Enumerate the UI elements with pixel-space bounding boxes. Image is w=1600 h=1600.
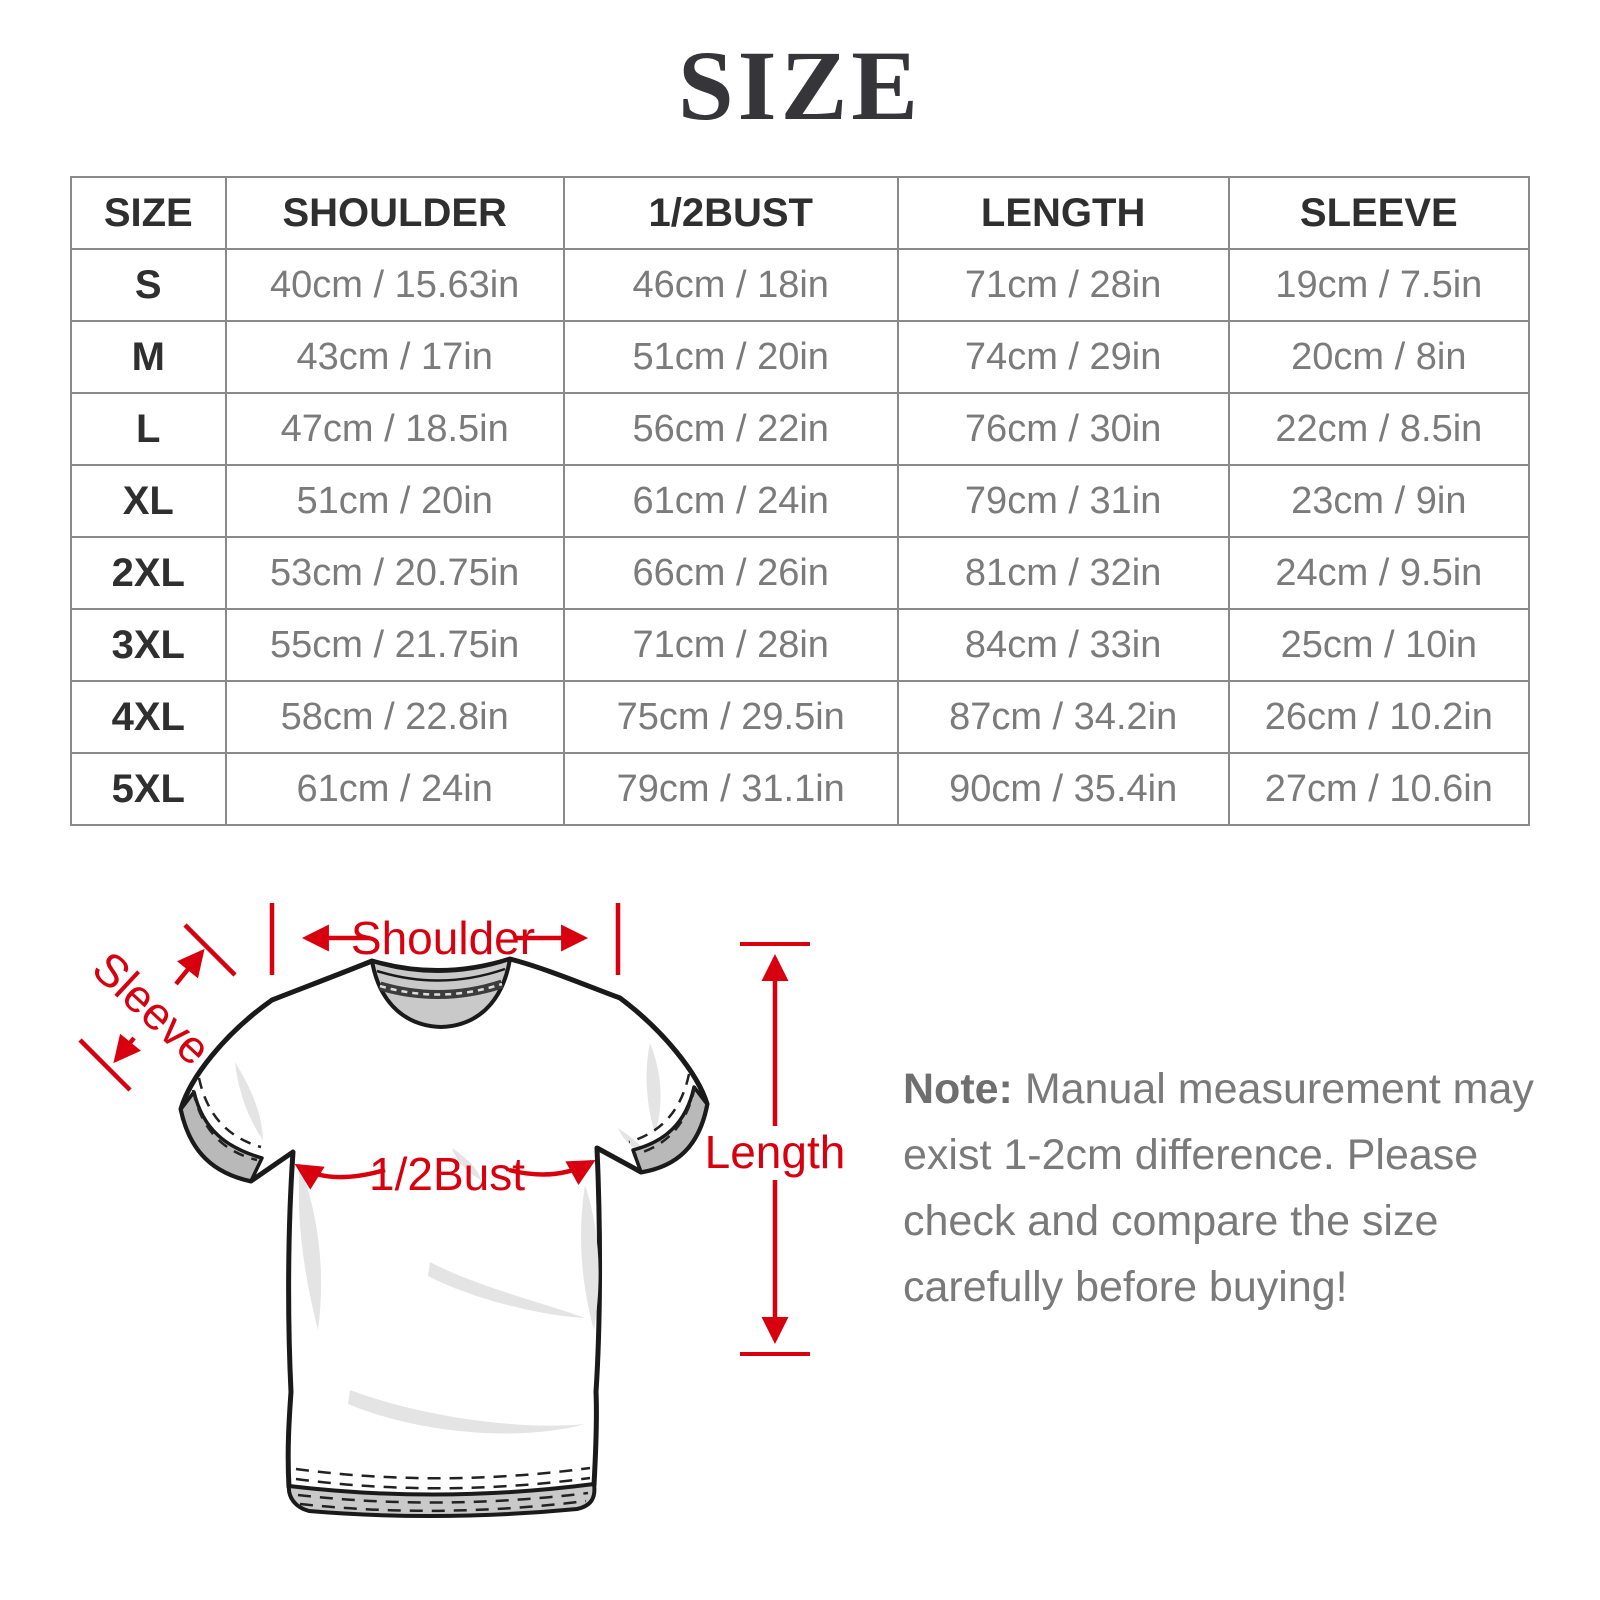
table-row: 2XL 53cm / 20.75in 66cm / 26in 81cm / 32… [70,536,1531,610]
length-value: 90cm / 35.4in [896,752,1230,826]
note-line: check and compare the size [903,1197,1439,1245]
table-row: 5XL 61cm / 24in 79cm / 31.1in 90cm / 35.… [70,752,1531,826]
note-line: carefully before buying! [903,1263,1348,1311]
bust-value: 66cm / 26in [562,536,899,610]
length-value: 81cm / 32in [896,536,1230,610]
shoulder-value: 47cm / 18.5in [224,392,565,466]
col-header-shoulder: SHOULDER [224,176,565,250]
shoulder-annotation [269,903,621,975]
col-header-size: SIZE [70,176,227,250]
size-label: S [70,248,227,322]
shoulder-value: 58cm / 22.8in [224,680,565,754]
sleeve-label: Sleeve [83,941,221,1075]
tshirt-measurement-diagram: Shoulder Sleeve 1/2Bust Length [78,903,846,1519]
bust-value: 79cm / 31.1in [562,752,899,826]
table-row: 4XL 58cm / 22.8in 75cm / 29.5in 87cm / 3… [70,680,1531,754]
bust-value: 46cm / 18in [562,248,899,322]
shoulder-value: 51cm / 20in [224,464,565,538]
size-label: 5XL [70,752,227,826]
table-header-row: SIZE SHOULDER 1/2BUST LENGTH SLEEVE [70,176,1531,250]
note-line: Note: Manual measurement may [903,1056,1534,1122]
bust-annotation [294,1160,596,1190]
sleeve-value: 19cm / 7.5in [1227,248,1531,322]
sleeve-value: 25cm / 10in [1227,608,1531,682]
right-cuff [628,1073,709,1174]
measurement-note: Note: Manual measurement may exist 1-2cm… [903,1056,1534,1320]
shoulder-value: 53cm / 20.75in [224,536,565,610]
sleeve-value: 26cm / 10.2in [1227,680,1531,754]
length-label: Length [705,1126,846,1178]
length-value: 74cm / 29in [896,320,1230,394]
bottom-hem [286,1466,597,1519]
left-cuff [179,1077,264,1183]
table-row: L 47cm / 18.5in 56cm / 22in 76cm / 30in … [70,392,1531,466]
shoulder-value: 55cm / 21.75in [224,608,565,682]
shoulder-value: 43cm / 17in [224,320,565,394]
bust-value: 71cm / 28in [562,608,899,682]
table-row: 3XL 55cm / 21.75in 71cm / 28in 84cm / 33… [70,608,1531,682]
length-annotation [740,942,810,1356]
col-header-bust: 1/2BUST [562,176,899,250]
shoulder-label: Shoulder [351,912,535,964]
size-label: L [70,392,227,466]
col-header-length: LENGTH [896,176,1230,250]
size-label: 4XL [70,680,227,754]
size-label: M [70,320,227,394]
size-label: 2XL [70,536,227,610]
sleeve-value: 27cm / 10.6in [1227,752,1531,826]
col-header-sleeve: SLEEVE [1227,176,1531,250]
wrinkle-shading [235,1043,661,1434]
sleeve-annotation [78,923,237,1092]
note-text: Manual measurement may [1024,1065,1534,1113]
table-row: XL 51cm / 20in 61cm / 24in 79cm / 31in 2… [70,464,1531,538]
bust-label: 1/2Bust [369,1148,525,1200]
table-row: S 40cm / 15.63in 46cm / 18in 71cm / 28in… [70,248,1531,322]
size-label: 3XL [70,608,227,682]
sleeve-value: 22cm / 8.5in [1227,392,1531,466]
length-value: 87cm / 34.2in [896,680,1230,754]
size-table: SIZE SHOULDER 1/2BUST LENGTH SLEEVE S 40… [70,176,1531,826]
page-title: SIZE [678,30,922,141]
shoulder-value: 61cm / 24in [224,752,565,826]
collar [370,957,512,1029]
bust-value: 56cm / 22in [562,392,899,466]
length-value: 76cm / 30in [896,392,1230,466]
sleeve-value: 24cm / 9.5in [1227,536,1531,610]
table-row: M 43cm / 17in 51cm / 20in 74cm / 29in 20… [70,320,1531,394]
note-label: Note: [903,1065,1013,1113]
bust-value: 51cm / 20in [562,320,899,394]
bust-value: 61cm / 24in [562,464,899,538]
shoulder-value: 40cm / 15.63in [224,248,565,322]
sleeve-value: 23cm / 9in [1227,464,1531,538]
measurement-annotations [78,903,810,1356]
bust-value: 75cm / 29.5in [562,680,899,754]
length-value: 84cm / 33in [896,608,1230,682]
size-label: XL [70,464,227,538]
tshirt-outline [178,956,710,1519]
sleeve-value: 20cm / 8in [1227,320,1531,394]
length-value: 79cm / 31in [896,464,1230,538]
length-value: 71cm / 28in [896,248,1230,322]
note-line: exist 1-2cm difference. Please [903,1131,1479,1179]
